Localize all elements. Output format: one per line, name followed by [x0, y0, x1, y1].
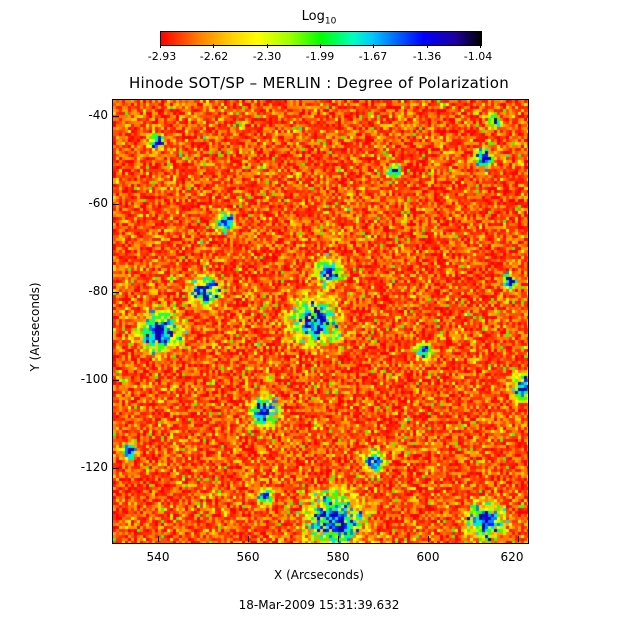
x-tick — [158, 536, 159, 542]
x-tick — [518, 536, 519, 542]
y-tick — [113, 292, 119, 293]
colorbar-tick — [427, 44, 428, 48]
x-tick-label: 560 — [236, 550, 260, 564]
plot-title: Hinode SOT/SP – MERLIN : Degree of Polar… — [128, 74, 510, 92]
colorbar-tick — [320, 44, 321, 48]
y-tick-label: -100 — [80, 372, 108, 386]
colorbar-tick — [480, 44, 481, 48]
y-tick — [113, 468, 119, 469]
colorbar — [160, 31, 482, 46]
polarization-heatmap — [113, 100, 528, 543]
y-tick — [113, 204, 119, 205]
x-tick-label: 540 — [146, 550, 170, 564]
x-tick — [248, 536, 249, 542]
colorbar-tick — [160, 44, 161, 48]
y-tick — [113, 116, 119, 117]
y-tick-label: -40 — [88, 108, 108, 122]
colorbar-tick-label: -1.36 — [412, 50, 442, 63]
colorbar-title: Log10 — [301, 9, 337, 27]
y-tick-label: -60 — [88, 196, 108, 210]
x-tick-label: 620 — [500, 550, 524, 564]
observation-timestamp: 18-Mar-2009 15:31:39.632 — [238, 598, 400, 612]
y-tick-label: -80 — [88, 284, 108, 298]
x-tick-label: 580 — [326, 550, 350, 564]
x-axis-label: X (Arcseconds) — [274, 568, 364, 582]
x-tick — [428, 536, 429, 542]
colorbar-tick-label: -1.67 — [358, 50, 388, 63]
polarization-map — [112, 99, 529, 544]
colorbar-tick — [213, 44, 214, 48]
colorbar-tick-label: -2.30 — [252, 50, 282, 63]
colorbar-tick-label: -1.99 — [305, 50, 335, 63]
colorbar-tick-label: -2.62 — [199, 50, 229, 63]
colorbar-tick-label: -1.04 — [463, 50, 493, 63]
y-axis-label: Y (Arcseconds) — [28, 282, 42, 372]
colorbar-tick — [267, 44, 268, 48]
y-tick-label: -120 — [80, 460, 108, 474]
colorbar-tick-label: -2.93 — [147, 50, 177, 63]
y-tick — [113, 380, 119, 381]
colorbar-tick — [373, 44, 374, 48]
x-tick — [338, 536, 339, 542]
x-tick-label: 600 — [416, 550, 440, 564]
